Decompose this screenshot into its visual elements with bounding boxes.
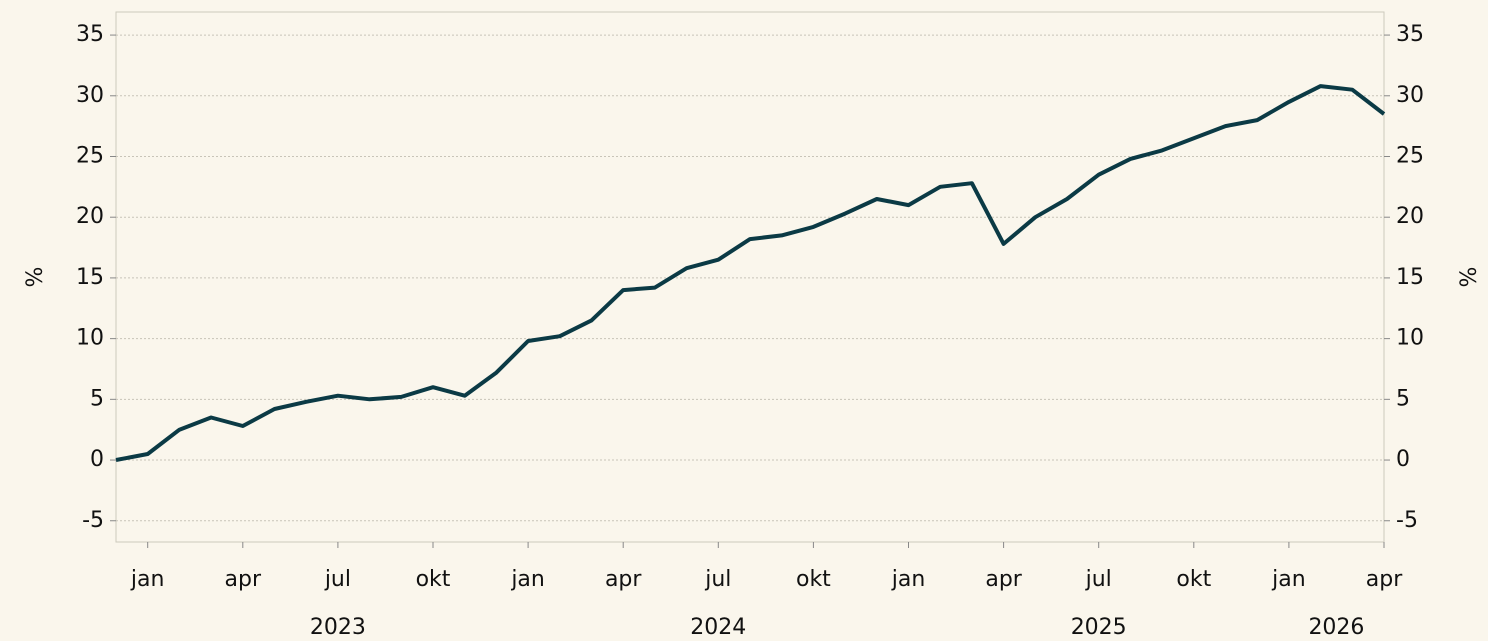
year-label: 2026 (1308, 615, 1364, 640)
y2-tick-label: 20 (1396, 204, 1424, 229)
x-tick-label: jul (1085, 567, 1112, 592)
x-tick-label: jul (324, 567, 351, 592)
y2-tick-label: 25 (1396, 143, 1424, 168)
x-tick-label: okt (1176, 567, 1211, 592)
x-tick-label: okt (796, 567, 831, 592)
year-label: 2023 (310, 615, 366, 640)
y-tick-label: 30 (76, 83, 104, 108)
x-tick-label: jan (510, 567, 545, 592)
x-tick-label: apr (605, 567, 642, 592)
y-tick-label: 0 (90, 447, 104, 472)
y-tick-label: 5 (90, 386, 104, 411)
y-tick-label: 15 (76, 265, 104, 290)
year-label: 2024 (690, 615, 746, 640)
y2-tick-label: 0 (1396, 447, 1410, 472)
y-tick-label: -5 (82, 508, 104, 533)
x-tick-label: okt (416, 567, 451, 592)
y2-tick-label: 5 (1396, 386, 1410, 411)
y-axis-label: % (23, 267, 48, 288)
y2-tick-label: 10 (1396, 326, 1424, 351)
y2-tick-label: 30 (1396, 83, 1424, 108)
y-tick-label: 20 (76, 204, 104, 229)
x-tick-label: jul (704, 567, 731, 592)
x-tick-label: jan (1271, 567, 1306, 592)
plot-frame (115, 11, 1385, 543)
y-tick-label: 10 (76, 326, 104, 351)
y2-tick-label: 35 (1396, 22, 1424, 47)
y2-tick-label: 15 (1396, 265, 1424, 290)
y2-axis-label: % (1457, 267, 1482, 288)
x-tick-label: apr (225, 567, 262, 592)
x-tick-label: apr (985, 567, 1022, 592)
year-label: 2025 (1071, 615, 1127, 640)
x-tick-label: jan (891, 567, 926, 592)
line-series (115, 84, 1386, 462)
y-tick-label: 35 (76, 22, 104, 47)
y2-tick-label: -5 (1396, 508, 1418, 533)
x-tick-label: apr (1366, 567, 1403, 592)
x-tick-label: jan (130, 567, 165, 592)
y-tick-label: 25 (76, 143, 104, 168)
